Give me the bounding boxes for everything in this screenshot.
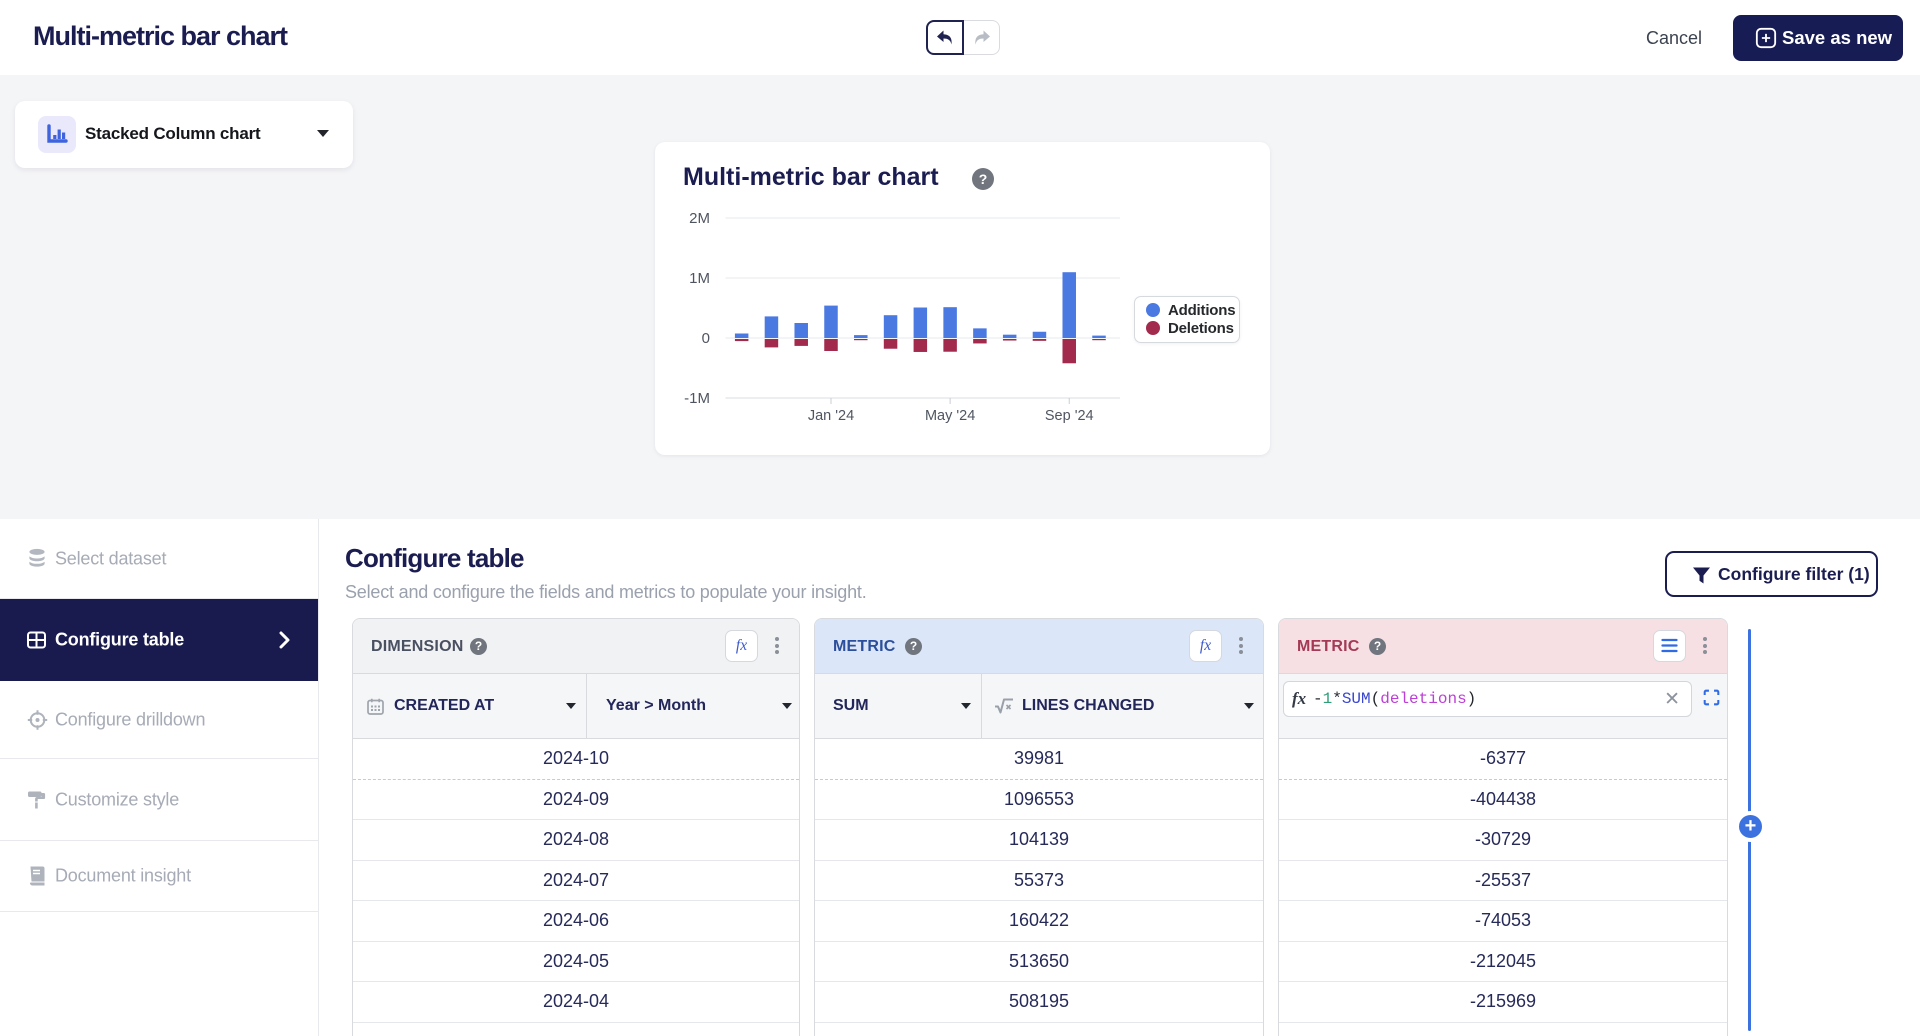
svg-text:1M: 1M (689, 270, 710, 287)
svg-text:Sep '24: Sep '24 (1045, 408, 1094, 424)
svg-text:0: 0 (702, 330, 710, 347)
svg-text:May '24: May '24 (925, 408, 975, 424)
svg-text:Jan '24: Jan '24 (808, 408, 854, 424)
svg-text:-1M: -1M (684, 390, 710, 407)
svg-text:2M: 2M (689, 210, 710, 227)
